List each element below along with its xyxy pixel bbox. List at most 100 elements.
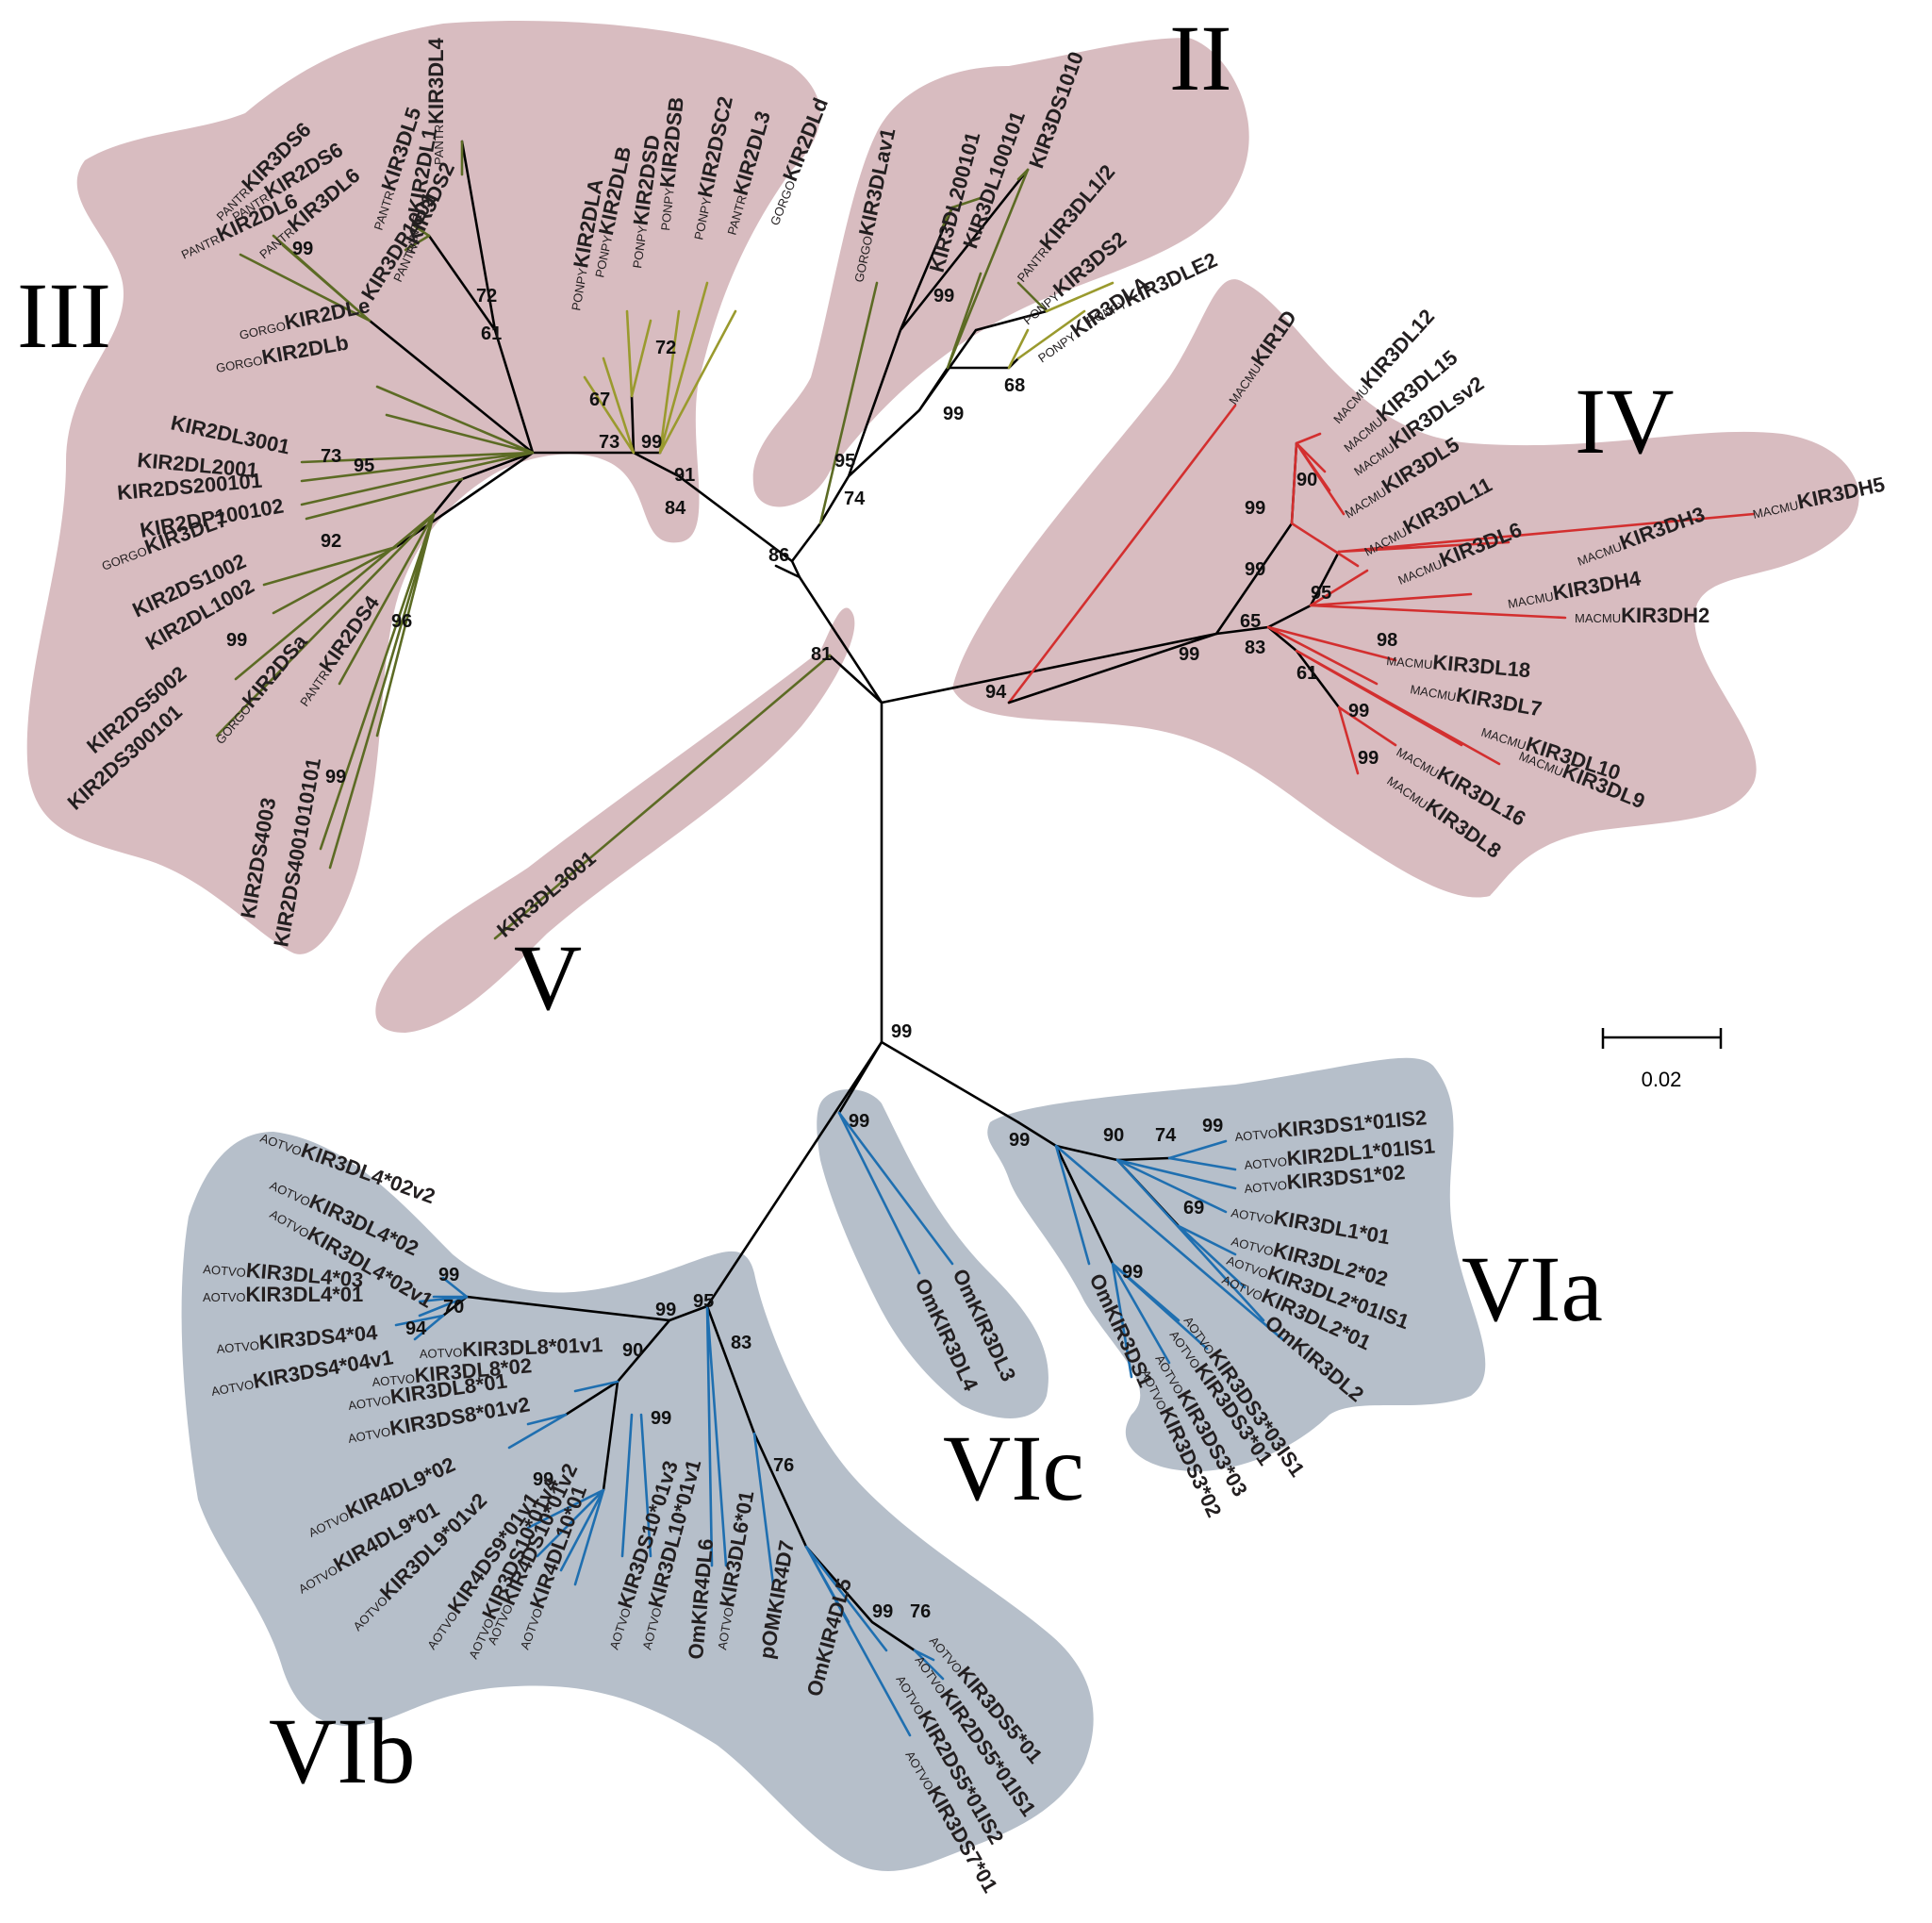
species-prefix: AOTVO: [1244, 1178, 1288, 1196]
bootstrap-value: 99: [1179, 644, 1199, 665]
bootstrap-value: 99: [292, 239, 313, 259]
branch-to-II: [790, 559, 801, 579]
species-prefix: PONPY: [1035, 329, 1079, 366]
species-prefix: AOTVO: [203, 1262, 247, 1280]
branches-VIb: [394, 1276, 945, 1737]
leaf-label: MACMUKIR3DH2: [1575, 604, 1709, 627]
bootstrap-value: 83: [1245, 638, 1265, 658]
gene-name: KIR3DL8*01v1: [462, 1333, 603, 1361]
bootstrap-value: 90: [1103, 1125, 1124, 1146]
bootstrap-value: 95: [834, 451, 855, 472]
branches: [215, 140, 1756, 1737]
bootstrap-value: 74: [844, 489, 866, 509]
bootstrap-value: 76: [773, 1455, 794, 1476]
bootstrap-value: 90: [622, 1340, 643, 1361]
bootstrap-value: 99: [1348, 701, 1369, 721]
clade-label-VIb: VIb: [269, 1699, 416, 1803]
bootstrap-value: 96: [391, 611, 412, 632]
bootstrap-value: 99: [943, 404, 964, 424]
bootstrap-value: 99: [438, 1265, 459, 1285]
gene-name: KIR3DL4: [424, 37, 448, 124]
bootstrap-value: 69: [1183, 1198, 1204, 1218]
species-prefix: PANTR: [432, 124, 446, 165]
bootstrap-value: 74: [1155, 1125, 1177, 1146]
bootstrap-value: 72: [476, 286, 497, 307]
clade-labels: III II IV V VIa VIb VIc: [17, 6, 1675, 1803]
branches-III-leaves: [215, 140, 737, 870]
bootstrap-value: 94: [985, 682, 1007, 703]
clade-area-III: [26, 21, 821, 954]
species-prefix: MACMU: [1386, 654, 1433, 671]
branches-VIc: [837, 1111, 954, 1275]
clade-label-VIc: VIc: [943, 1416, 1084, 1520]
branch-to-V: [828, 654, 883, 705]
bootstrap-value: 99: [325, 767, 346, 787]
bootstrap-value: 65: [1240, 611, 1261, 632]
bootstrap-value: 95: [693, 1291, 714, 1312]
clade-area-V: [375, 607, 855, 1033]
species-prefix: AOTVO: [216, 1338, 260, 1356]
bootstrap-value: 92: [321, 531, 341, 552]
bootstrap-value: 73: [321, 446, 341, 467]
branch-II-backbone: [790, 168, 1049, 563]
bootstrap-value: 70: [443, 1297, 464, 1318]
bootstrap-value: 67: [589, 390, 610, 410]
species-prefix: AOTVO: [347, 1393, 391, 1413]
bootstrap-value-root: 99: [891, 1021, 912, 1042]
branch-to-IV: [880, 632, 1218, 705]
clade-area-VIc: [817, 1089, 1049, 1418]
bootstrap-value: 91: [674, 465, 695, 486]
bootstrap-value: 99: [1202, 1116, 1223, 1136]
bootstrap-value: 99: [1358, 748, 1379, 769]
species-prefix: MACMU: [1575, 611, 1621, 625]
bootstrap-value: 99: [533, 1469, 553, 1490]
bootstrap-value: 95: [354, 456, 374, 476]
bootstrap-value: 99: [226, 630, 247, 651]
bootstrap-value: 73: [599, 432, 619, 453]
bootstrap-value: 81: [811, 644, 832, 665]
bootstrap-value: 95: [1311, 583, 1331, 604]
species-prefix: PONPY: [630, 224, 650, 269]
branches-VIa: [1016, 1120, 1284, 1379]
bootstrap-value: 83: [731, 1333, 751, 1353]
species-prefix: AOTVO: [1234, 1126, 1279, 1144]
bootstrap-value: 99: [1009, 1130, 1030, 1151]
clade-shapes: [26, 21, 1859, 1871]
bootstrap-value: 99: [655, 1300, 676, 1320]
leaf-label: AOTVOKIR3DL8*01v1: [419, 1333, 603, 1363]
bootstrap-value: 68: [1004, 375, 1025, 396]
leaf-label: PANTRKIR3DL4: [424, 37, 448, 165]
scale-bar-label: 0.02: [1642, 1068, 1682, 1091]
bootstrap-value: 99: [1245, 559, 1265, 580]
bootstrap-value: 99: [651, 1408, 671, 1429]
bootstrap-value: 98: [1377, 630, 1397, 651]
gene-name: KIR3DL4*01: [246, 1283, 364, 1306]
species-prefix: AOTVO: [203, 1290, 246, 1304]
clade-label-III: III: [17, 263, 111, 368]
species-prefix: AOTVO: [1244, 1154, 1288, 1172]
bootstrap-values: 99 72 61 67 73 99 72 91 84 73 95 92 99 96 99 99 95 74 86 99…: [226, 239, 1397, 1622]
bootstrap-value: 99: [872, 1601, 893, 1622]
clade-area-II: [752, 38, 1249, 507]
clade-area-VIa: [987, 1057, 1486, 1471]
bootstrap-value: 99: [933, 286, 954, 307]
leaf-label: AOTVOKIR3DL4*01: [203, 1283, 363, 1306]
species-prefix: PANTR: [404, 212, 424, 255]
bootstrap-value: 84: [665, 498, 686, 519]
bootstrap-value: 94: [405, 1318, 427, 1339]
branch-V-leaf: [493, 654, 832, 940]
bootstrap-value: 99: [1245, 498, 1265, 519]
leaf-label: AOTVOKIR3DS4*04: [215, 1320, 379, 1358]
clade-label-II: II: [1169, 6, 1232, 110]
species-prefix: PONPY: [658, 187, 677, 231]
clade-area-VIb: [181, 1132, 1094, 1871]
bootstrap-value: 86: [768, 545, 789, 566]
gene-name: KIR3DH2: [1621, 604, 1709, 627]
scale-bar: 0.02: [1601, 1028, 1723, 1091]
bootstrap-value: 61: [481, 323, 502, 344]
species-prefix: AOTVO: [420, 1345, 463, 1361]
bootstrap-value: 99: [849, 1111, 869, 1132]
clade-area-IV: [952, 279, 1859, 898]
branches-II-leaves: [818, 168, 1115, 525]
